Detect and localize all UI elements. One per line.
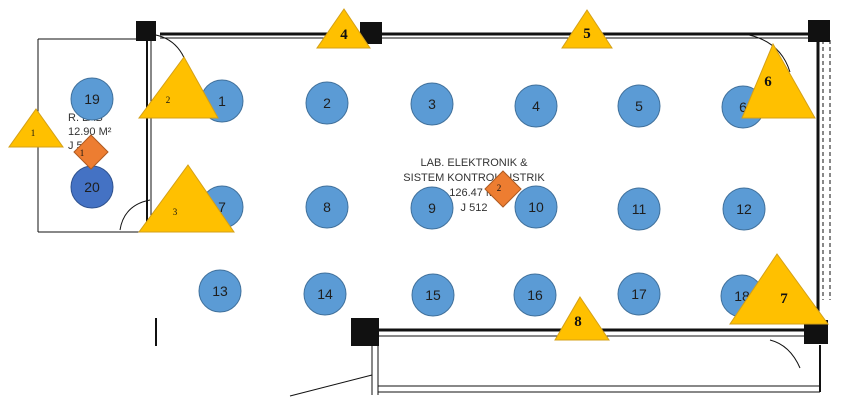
station-label: 1 (218, 93, 226, 109)
triangle-shape (729, 253, 829, 325)
station-label: 10 (528, 199, 544, 215)
triangle-label: 2 (166, 95, 171, 105)
station-10: 10 (514, 185, 558, 229)
triangle-label: 4 (340, 27, 348, 43)
small-room-area: 12.90 M² (68, 126, 112, 138)
station-label: 14 (317, 286, 333, 302)
diamond-shape (73, 134, 109, 170)
station-label: 11 (632, 201, 647, 217)
corridor-diagonal (289, 374, 373, 397)
station-label: 4 (532, 98, 540, 114)
triangle-label: 3 (173, 207, 178, 217)
station-circle (411, 273, 455, 317)
station-circle (514, 185, 558, 229)
triangle-label: 8 (574, 314, 582, 330)
main-room-code: J 512 (461, 202, 488, 214)
station-label: 3 (428, 96, 436, 112)
station-8: 8 (305, 185, 349, 229)
station-label: 20 (84, 179, 100, 195)
triangle-marker-4: 4 (316, 8, 371, 49)
station-label: 6 (739, 99, 747, 115)
column (360, 22, 382, 44)
station-label: 5 (635, 98, 643, 114)
station-label: 8 (323, 199, 331, 215)
station-circle (617, 84, 661, 128)
station-20: 20 (70, 165, 114, 209)
station-circle (70, 77, 114, 121)
station-circle (410, 186, 454, 230)
column (351, 318, 379, 346)
diamond-marker-2: 2 (484, 170, 522, 208)
triangle-shape (8, 108, 64, 148)
station-label: 16 (527, 287, 543, 303)
column (136, 21, 156, 41)
triangle-marker-6: 6 (741, 42, 816, 119)
triangle-shape (138, 56, 219, 119)
station-15: 15 (411, 273, 455, 317)
station-circle (513, 273, 557, 317)
station-circle (410, 82, 454, 126)
door-arc-bottom-right (769, 339, 801, 369)
diamond-shape (484, 170, 522, 208)
station-circle (305, 185, 349, 229)
triangle-shape (316, 8, 371, 49)
station-14: 14 (303, 272, 347, 316)
diamond-marker-1: 1 (73, 134, 109, 170)
triangle-marker-small-3: 3 (138, 164, 235, 233)
station-19: 19 (70, 77, 114, 121)
station-3: 3 (410, 82, 454, 126)
triangle-shape (561, 9, 613, 49)
station-circle (617, 272, 661, 316)
station-9: 9 (410, 186, 454, 230)
triangle-label: 1 (31, 128, 36, 138)
diamond-label: 1 (80, 148, 85, 158)
triangle-marker-7: 7 (729, 253, 829, 325)
station-label: 12 (736, 201, 752, 217)
station-label: 9 (428, 200, 436, 216)
station-4: 4 (514, 84, 558, 128)
main-room-name-line1: LAB. ELEKTRONIK & (421, 157, 529, 169)
stations: 1 2 3 4 5 6 7 8 9 10 11 12 13 14 15 16 1… (70, 77, 766, 318)
station-circle (722, 187, 766, 231)
diamond-label: 2 (497, 183, 502, 193)
triangle-marker-small-1: 1 (8, 108, 64, 148)
station-5: 5 (617, 84, 661, 128)
triangle-shape (741, 42, 816, 119)
station-label: 2 (323, 95, 331, 111)
triangle-shape (138, 164, 235, 233)
station-16: 16 (513, 273, 557, 317)
triangle-label: 7 (780, 291, 788, 307)
station-2: 2 (305, 81, 349, 125)
column (808, 20, 830, 42)
triangle-shape (554, 296, 610, 341)
station-13: 13 (198, 269, 242, 313)
station-circle (514, 84, 558, 128)
station-label: 15 (425, 287, 441, 303)
station-17: 17 (617, 272, 661, 316)
diamond-markers: 1 2 (73, 134, 522, 208)
triangle-marker-5: 5 (561, 9, 613, 49)
station-label: 19 (84, 91, 100, 107)
door-arc-small-room (119, 199, 151, 231)
station-11: 11 (617, 187, 661, 231)
station-label: 17 (631, 286, 647, 302)
small-triangle-markers: 1 2 3 (8, 56, 235, 233)
station-circle (303, 272, 347, 316)
triangle-marker-8: 8 (554, 296, 610, 341)
station-circle (198, 269, 242, 313)
triangle-label: 6 (764, 74, 772, 90)
station-label: 13 (212, 283, 228, 299)
triangle-label: 5 (583, 26, 591, 42)
big-triangle-markers: 4 5 6 7 8 (316, 8, 829, 341)
station-circle (617, 187, 661, 231)
main-room-label: LAB. ELEKTRONIK & SISTEM KONTROL LISTRIK… (403, 157, 545, 214)
station-12: 12 (722, 187, 766, 231)
station-label: 7 (218, 199, 226, 215)
triangle-marker-small-2: 2 (138, 56, 219, 119)
main-room-name-line2: SISTEM KONTROL LISTRIK (403, 172, 545, 184)
station-circle (305, 81, 349, 125)
